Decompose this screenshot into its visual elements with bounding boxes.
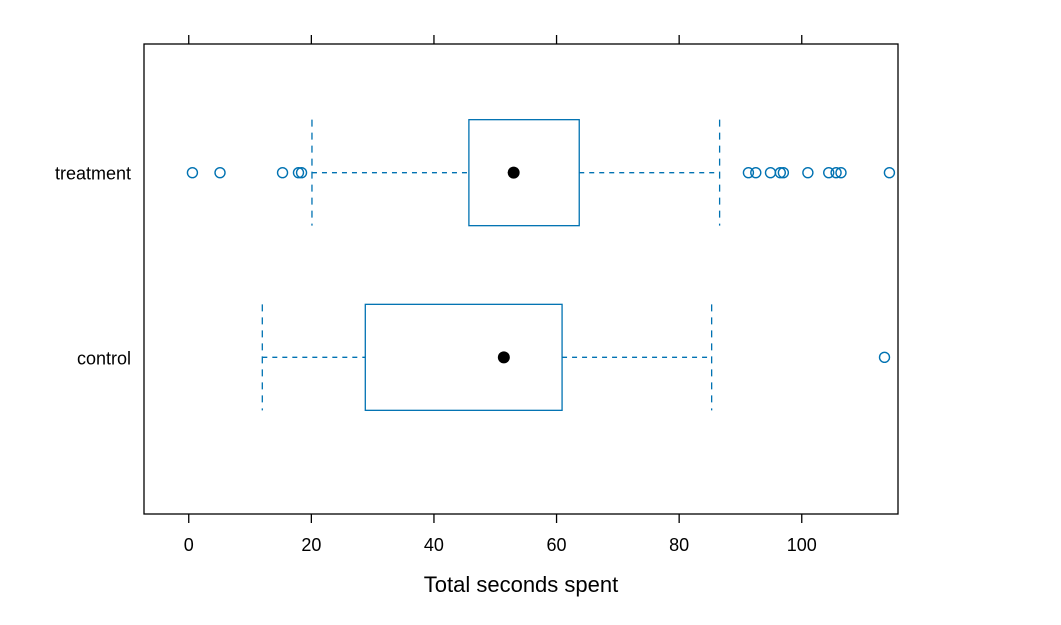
outlier-point-treatment-13 (835, 166, 847, 179)
plot-frame (143, 43, 899, 515)
outlier-point-treatment-8 (774, 166, 787, 179)
x-tick-label-20: 20 (301, 535, 321, 555)
x-tick-label-0: 0 (184, 535, 194, 555)
median-dot-treatment (507, 166, 520, 179)
outlier-point-treatment-14 (883, 166, 896, 179)
axis-ticks: 0 20 40 60 80 100 (184, 35, 817, 555)
x-tick-label-80: 80 (669, 535, 689, 555)
outlier-point-treatment-4 (295, 166, 308, 179)
box-group-treatment (186, 119, 896, 227)
outlier-point-control-0 (878, 351, 891, 364)
category-label-treatment: treatment (55, 164, 131, 184)
x-axis-title: Total seconds spent (424, 572, 618, 597)
x-tick-label-60: 60 (547, 535, 567, 555)
outlier-point-treatment-11 (823, 166, 835, 179)
outlier-point-treatment-10 (802, 166, 814, 179)
outlier-point-treatment-9 (777, 166, 790, 179)
outlier-point-treatment-3 (292, 166, 305, 179)
box-treatment (468, 119, 580, 227)
x-tick-label-100: 100 (787, 535, 817, 555)
box-group-control (261, 303, 891, 411)
box-series (186, 119, 896, 411)
x-tick-label-40: 40 (424, 535, 444, 555)
median-dot-control (497, 351, 510, 364)
outlier-point-treatment-0 (186, 166, 199, 179)
box-control (364, 303, 563, 411)
outlier-point-treatment-12 (830, 166, 842, 179)
outlier-point-treatment-5 (742, 166, 755, 179)
category-labels: treatment control (55, 164, 131, 369)
outlier-point-treatment-1 (214, 166, 226, 179)
category-label-control: control (77, 348, 131, 368)
outlier-point-treatment-7 (764, 166, 777, 179)
outlier-point-treatment-2 (276, 166, 289, 179)
outlier-point-treatment-6 (750, 166, 762, 179)
